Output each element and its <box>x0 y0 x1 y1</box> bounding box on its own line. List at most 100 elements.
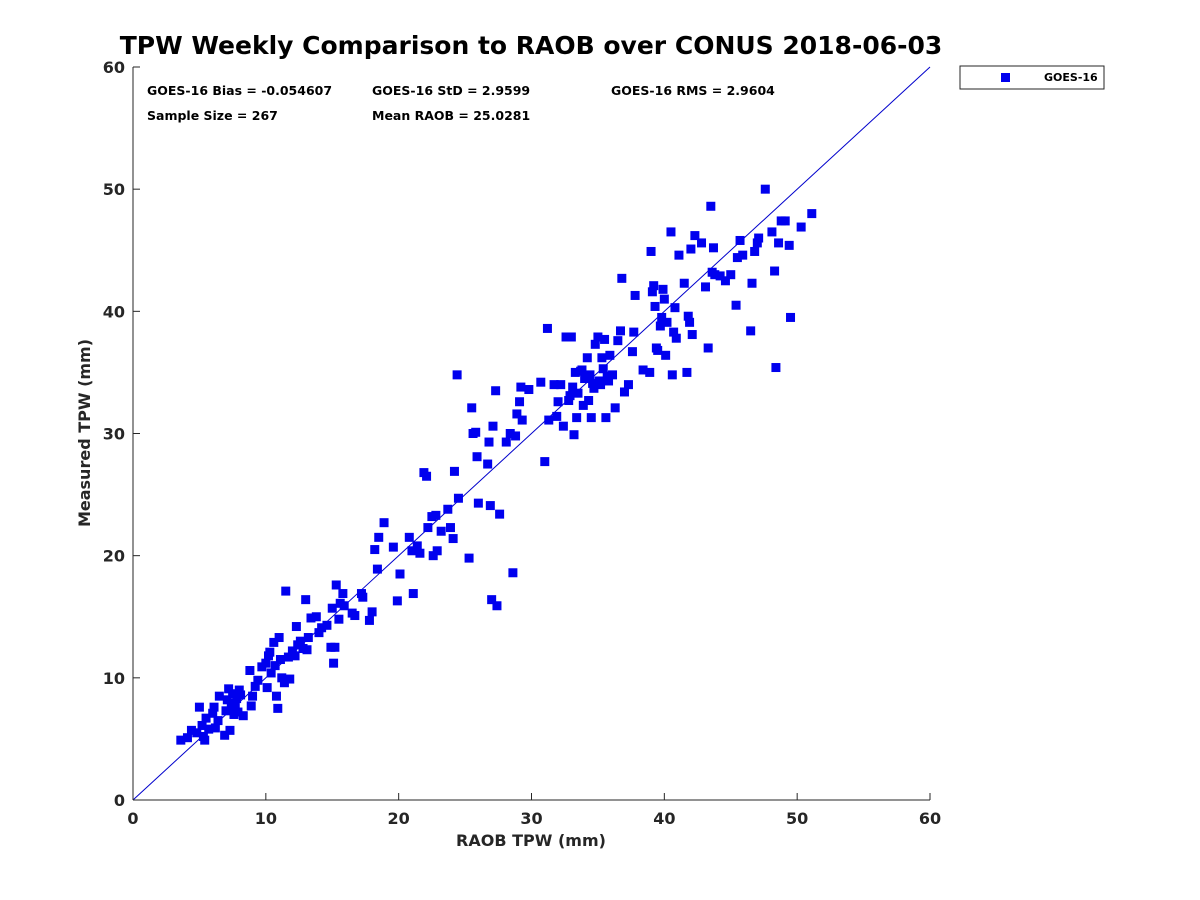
data-point <box>301 595 311 605</box>
data-point <box>585 370 595 380</box>
data-point <box>445 523 455 533</box>
x-tick-label: 50 <box>786 809 808 828</box>
data-point <box>311 612 321 622</box>
data-point <box>679 278 689 288</box>
data-point <box>274 633 284 643</box>
data-point <box>329 658 339 668</box>
data-point <box>234 685 244 695</box>
data-point <box>670 303 680 313</box>
data-point <box>213 716 223 726</box>
data-point <box>226 703 236 713</box>
data-point <box>204 724 214 734</box>
data-point <box>558 421 568 431</box>
data-point <box>615 326 625 336</box>
data-point <box>604 376 614 386</box>
data-point <box>586 413 596 423</box>
mean-raob-stat: Mean RAOB = 25.0281 <box>372 108 530 123</box>
data-point <box>750 246 760 256</box>
data-point <box>726 270 736 280</box>
data-point <box>271 691 281 701</box>
data-point <box>645 367 655 377</box>
data-point <box>703 343 713 353</box>
data-point <box>661 350 671 360</box>
data-point <box>314 628 324 638</box>
data-point <box>511 431 521 441</box>
data-point <box>512 409 522 419</box>
data-point <box>194 702 204 712</box>
data-point <box>230 698 240 708</box>
data-point <box>602 371 612 381</box>
data-point <box>784 240 794 250</box>
data-point <box>317 623 327 633</box>
data-point <box>392 596 402 606</box>
data-point <box>697 238 707 248</box>
data-point <box>617 273 627 283</box>
data-point <box>269 637 279 647</box>
data-point <box>568 382 578 392</box>
legend-marker-square-icon <box>1001 73 1010 82</box>
data-point <box>738 250 748 260</box>
data-point <box>667 370 677 380</box>
data-point <box>544 415 554 425</box>
data-point <box>732 253 742 263</box>
data-point <box>508 568 518 578</box>
data-point <box>655 321 665 331</box>
data-point <box>552 411 562 421</box>
data-point <box>483 459 493 469</box>
data-point <box>577 365 587 375</box>
data-point <box>464 553 474 563</box>
data-point <box>572 413 582 423</box>
data-point <box>225 725 235 735</box>
data-point <box>561 332 571 342</box>
data-point <box>334 614 344 624</box>
data-point <box>786 312 796 322</box>
one-to-one-reference-line <box>132 66 931 801</box>
data-point <box>760 184 770 194</box>
data-point <box>261 658 271 668</box>
data-point <box>266 668 276 678</box>
data-point <box>265 647 275 657</box>
chart-title: TPW Weekly Comparison to RAOB over CONUS… <box>120 31 943 60</box>
legend: GOES-16 <box>959 65 1105 90</box>
data-point <box>302 645 312 655</box>
data-point <box>735 235 745 245</box>
data-point <box>588 378 598 388</box>
data-point <box>600 334 610 344</box>
data-point <box>589 383 599 393</box>
data-point <box>593 332 603 342</box>
data-point <box>262 683 272 693</box>
x-tick-label: 40 <box>653 809 675 828</box>
data-point <box>556 380 566 390</box>
data-point <box>431 510 441 520</box>
data-point <box>653 345 663 355</box>
data-point <box>720 276 730 286</box>
data-point <box>238 711 248 721</box>
data-point <box>370 545 380 555</box>
y-tick-label: 60 <box>103 58 125 77</box>
data-point <box>192 728 202 738</box>
data-point <box>415 548 425 558</box>
data-point <box>350 611 360 621</box>
data-point <box>281 586 291 596</box>
legend-label: GOES-16 <box>1044 71 1098 84</box>
data-point <box>608 370 618 380</box>
data-point <box>407 546 417 556</box>
data-point <box>662 317 672 327</box>
data-point <box>597 353 607 363</box>
y-tick-label: 10 <box>103 669 125 688</box>
data-point <box>491 386 501 396</box>
y-tick-label: 0 <box>114 791 125 810</box>
data-point <box>279 678 289 688</box>
data-point <box>752 238 762 248</box>
data-point <box>453 493 463 503</box>
data-point <box>273 703 283 713</box>
data-point <box>208 708 218 718</box>
data-point <box>566 332 576 342</box>
data-point <box>623 380 633 390</box>
std-stat: GOES-16 StD = 2.9599 <box>372 83 530 98</box>
x-tick-label: 0 <box>127 809 138 828</box>
data-point <box>657 312 667 322</box>
data-point <box>374 532 384 542</box>
data-point <box>582 353 592 363</box>
data-point <box>807 209 817 219</box>
